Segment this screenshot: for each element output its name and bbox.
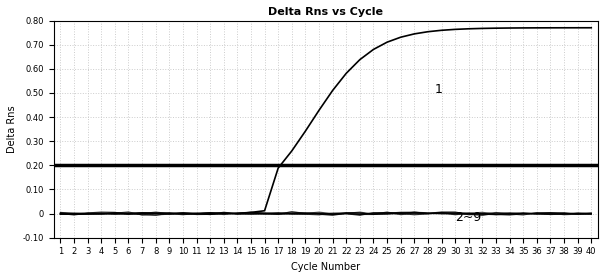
Title: Delta Rns vs Cycle: Delta Rns vs Cycle [269,7,384,17]
Text: 1: 1 [435,83,443,96]
Text: 2~9: 2~9 [455,211,482,224]
X-axis label: Cycle Number: Cycle Number [291,262,361,272]
Y-axis label: Delta Rns: Delta Rns [7,105,17,153]
